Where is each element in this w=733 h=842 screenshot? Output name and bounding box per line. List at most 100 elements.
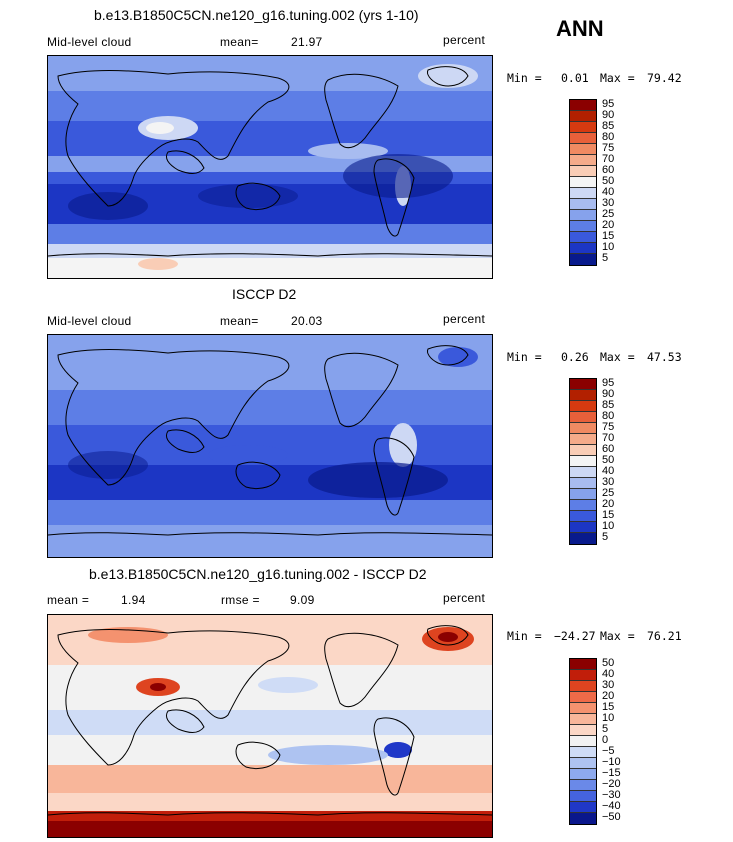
colorbar-tick-label: 80 xyxy=(602,410,615,422)
colorbar-swatch xyxy=(570,188,596,199)
colorbar-swatch xyxy=(570,445,596,456)
panel-3-map-svg xyxy=(48,615,492,837)
colorbar-swatch xyxy=(570,714,596,725)
colorbar-swatch xyxy=(570,522,596,533)
season-label: ANN xyxy=(556,16,604,41)
colorbar-tick-label: 70 xyxy=(602,432,615,444)
panel-1-mean-value: 21.97 xyxy=(291,35,323,49)
colorbar-tick-label: −40 xyxy=(602,800,621,812)
panel-1-title: b.e13.B1850C5CN.ne120_g16.tuning.002 (yr… xyxy=(94,7,419,23)
colorbar-swatch xyxy=(570,511,596,522)
colorbar-tick-label: 15 xyxy=(602,230,615,242)
colorbar-swatch xyxy=(570,199,596,210)
colorbar-swatch xyxy=(570,478,596,489)
colorbar-swatch xyxy=(570,780,596,791)
panel-3-min-label: Min = xyxy=(507,629,542,643)
colorbar-swatch xyxy=(570,813,596,824)
panel-3-min-value: −24.27 xyxy=(554,629,596,643)
colorbar-swatch xyxy=(570,412,596,423)
colorbar-swatch xyxy=(570,243,596,254)
colorbar-swatch xyxy=(570,747,596,758)
colorbar-tick-label: 85 xyxy=(602,399,615,411)
colorbar-tick-label: 5 xyxy=(602,252,609,264)
colorbar-swatch xyxy=(570,155,596,166)
colorbar-tick-label: −30 xyxy=(602,789,621,801)
colorbar-tick-label: −15 xyxy=(602,767,621,779)
colorbar-swatch xyxy=(570,736,596,747)
panel-1-max-value: 79.42 xyxy=(647,71,682,85)
colorbar-swatch xyxy=(570,177,596,188)
colorbar-swatch xyxy=(570,725,596,736)
panel-2-max-label: Max = xyxy=(600,350,635,364)
colorbar-tick-label: 15 xyxy=(602,509,615,521)
colorbar-swatch xyxy=(570,379,596,390)
colorbar-swatch xyxy=(570,254,596,265)
panel-2-max-value: 47.53 xyxy=(647,350,682,364)
colorbar-swatch xyxy=(570,489,596,500)
panel-2-min-label: Min = xyxy=(507,350,542,364)
panel-3-max-value: 76.21 xyxy=(647,629,682,643)
colorbar-tick-label: 20 xyxy=(602,498,615,510)
colorbar-swatch xyxy=(570,144,596,155)
colorbar-tick-label: 75 xyxy=(602,421,615,433)
colorbar-tick-label: 30 xyxy=(602,679,615,691)
colorbar-tick-label: −20 xyxy=(602,778,621,790)
panel-1-colorbar xyxy=(569,99,597,266)
panel-1-max-label: Max = xyxy=(600,71,635,85)
colorbar-swatch xyxy=(570,681,596,692)
panel-3-colorbar xyxy=(569,658,597,825)
colorbar-tick-label: 60 xyxy=(602,164,615,176)
colorbar-tick-label: −5 xyxy=(602,745,615,757)
colorbar-swatch xyxy=(570,210,596,221)
colorbar-swatch xyxy=(570,122,596,133)
colorbar-tick-label: 80 xyxy=(602,131,615,143)
colorbar-tick-label: 25 xyxy=(602,487,615,499)
colorbar-swatch xyxy=(570,500,596,511)
colorbar-tick-label: 15 xyxy=(602,701,615,713)
colorbar-tick-label: 40 xyxy=(602,186,615,198)
colorbar-swatch xyxy=(570,769,596,780)
colorbar-swatch xyxy=(570,390,596,401)
panel-1-min-value: 0.01 xyxy=(561,71,589,85)
panel-2-mean-value: 20.03 xyxy=(291,314,323,328)
colorbar-swatch xyxy=(570,133,596,144)
colorbar-tick-label: 40 xyxy=(602,465,615,477)
colorbar-tick-label: 70 xyxy=(602,153,615,165)
panel-1-map-svg xyxy=(48,56,492,278)
panel-2-map-svg xyxy=(48,335,492,557)
colorbar-tick-label: 10 xyxy=(602,712,615,724)
panel-3-units: percent xyxy=(443,591,486,605)
panel-3-rmse-label: rmse = xyxy=(221,593,260,607)
colorbar-swatch xyxy=(570,659,596,670)
panel-1-mean-label: mean= xyxy=(220,35,259,49)
panel-2-units: percent xyxy=(443,312,486,326)
colorbar-tick-label: 25 xyxy=(602,208,615,220)
panel-3-mean-label: mean = xyxy=(47,593,90,607)
colorbar-swatch xyxy=(570,456,596,467)
colorbar-swatch xyxy=(570,111,596,122)
panel-2-min-value: 0.26 xyxy=(561,350,589,364)
colorbar-tick-label: −50 xyxy=(602,811,621,823)
colorbar-swatch xyxy=(570,670,596,681)
colorbar-tick-label: 20 xyxy=(602,690,615,702)
colorbar-tick-label: 10 xyxy=(602,520,615,532)
colorbar-tick-label: 30 xyxy=(602,197,615,209)
colorbar-tick-label: 95 xyxy=(602,98,615,110)
colorbar-swatch xyxy=(570,232,596,243)
panel-2-variable-label: Mid-level cloud xyxy=(47,314,132,328)
colorbar-tick-label: 50 xyxy=(602,454,615,466)
colorbar-tick-label: −10 xyxy=(602,756,621,768)
panel-2-map xyxy=(47,334,493,558)
panel-3-mean-value: 1.94 xyxy=(121,593,146,607)
panel-3-title: b.e13.B1850C5CN.ne120_g16.tuning.002 - I… xyxy=(89,566,427,582)
panel-1-variable-label: Mid-level cloud xyxy=(47,35,132,49)
colorbar-swatch xyxy=(570,692,596,703)
colorbar-swatch xyxy=(570,434,596,445)
panel-2-colorbar xyxy=(569,378,597,545)
colorbar-tick-label: 40 xyxy=(602,668,615,680)
colorbar-swatch xyxy=(570,703,596,714)
colorbar-tick-label: 95 xyxy=(602,377,615,389)
panel-3-max-label: Max = xyxy=(600,629,635,643)
panel-2-mean-label: mean= xyxy=(220,314,259,328)
panel-3-map xyxy=(47,614,493,838)
